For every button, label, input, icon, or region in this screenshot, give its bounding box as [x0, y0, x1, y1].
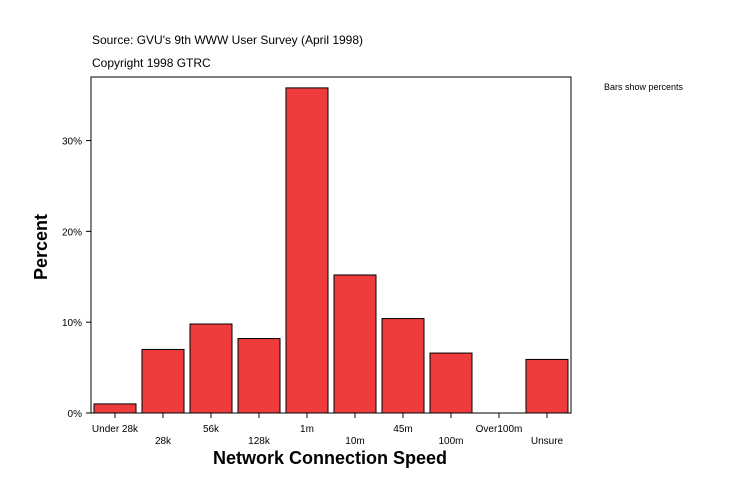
bars-note: Bars show percents [604, 82, 684, 92]
x-tick-label: 1m [300, 424, 314, 435]
x-tick-label: 28k [155, 436, 172, 447]
y-axis: 0% 10% 20% 30% [62, 137, 91, 420]
x-tick-label: 128k [248, 436, 271, 447]
x-axis: Under 28k 28k 56k 128k 1m 10m 45m 100m Over100m U… [92, 413, 564, 447]
bar-45m [381, 318, 425, 414]
plot-frame [90, 76, 572, 414]
bar-128k [237, 338, 281, 414]
x-tick-label: Under 28k [92, 424, 139, 435]
bar-1m [285, 87, 329, 414]
x-axis-title: Network Connection Speed [213, 448, 447, 468]
x-tick-label: 10m [345, 436, 364, 447]
chart-source-note: Source: GVU's 9th WWW User Survey (April… [92, 33, 364, 47]
y-tick-label: 30% [62, 137, 82, 148]
x-tick-label: 45m [393, 424, 412, 435]
y-tick-label: 20% [62, 227, 82, 238]
x-tick-label: Unsure [531, 436, 564, 447]
x-tick-label: 56k [203, 424, 220, 435]
bar-unsure [525, 358, 569, 414]
x-tick-label: 100m [438, 436, 463, 447]
y-tick-label: 0% [68, 409, 83, 420]
bar-100m [429, 352, 473, 414]
y-tick-label: 10% [62, 318, 82, 329]
chart-copyright: Copyright 1998 GTRC [92, 56, 211, 70]
bar-10m [333, 274, 377, 414]
x-tick-label: Over100m [476, 424, 523, 435]
bar-28k [141, 348, 185, 414]
bar-56k [189, 323, 233, 414]
y-axis-title: Percent [31, 214, 51, 280]
bar-under-28k [93, 403, 137, 414]
bars-group [93, 87, 569, 414]
